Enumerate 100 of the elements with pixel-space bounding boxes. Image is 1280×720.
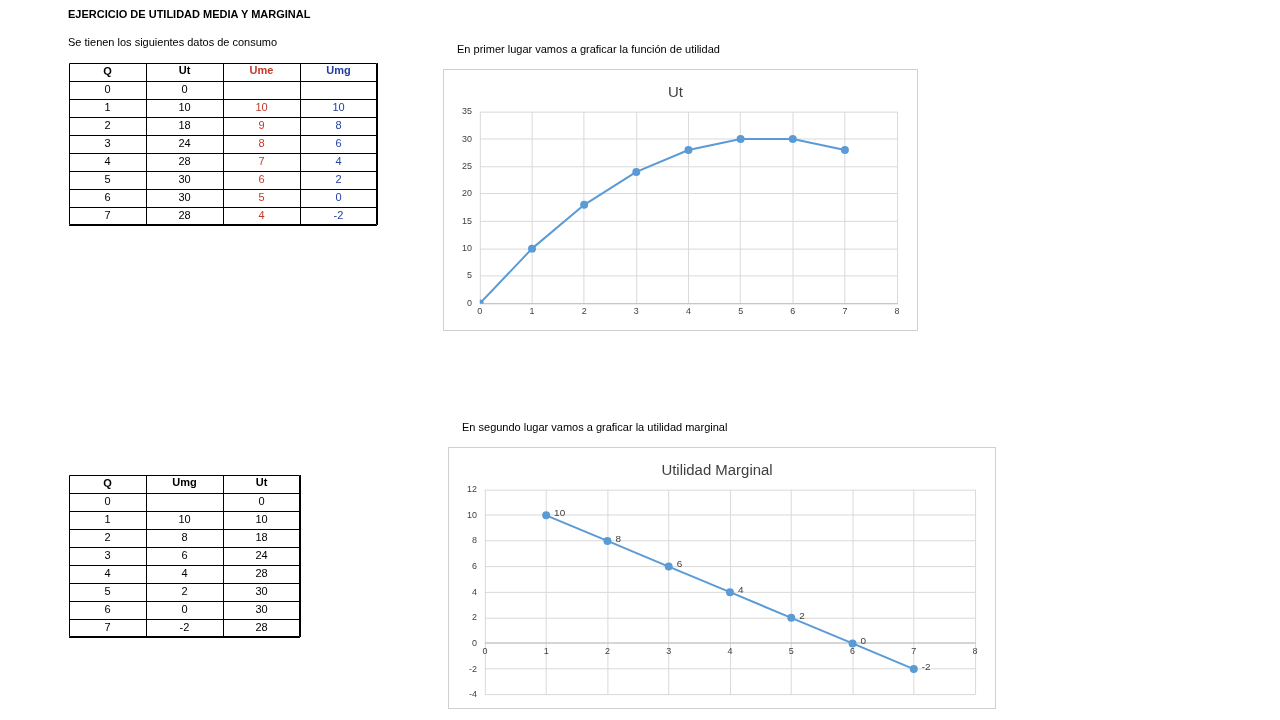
data-label: 4: [737, 583, 744, 595]
data-label: 6: [258, 173, 265, 186]
x-tick-label: Ume: [249, 64, 274, 77]
y-tick-label: 5: [466, 270, 472, 281]
x-tick-label: 3: [666, 646, 672, 657]
y-tick-label: 2: [471, 612, 477, 623]
data-label: 4: [258, 209, 265, 222]
point: [528, 244, 536, 253]
y-tick-label: 0: [466, 297, 472, 308]
y-tick-label: 1: [104, 101, 111, 114]
y-tick-label: 7: [104, 621, 111, 634]
y-tick-label: 5: [104, 173, 111, 186]
point: [542, 511, 551, 520]
data-label: 4: [181, 567, 188, 580]
y-tick-label: 6: [104, 603, 111, 616]
data-label: 8: [615, 532, 622, 544]
data-label: 0: [181, 83, 188, 96]
y-tick-label: 4: [104, 567, 111, 580]
x-tick-label: Ut: [178, 64, 191, 77]
data-label: 30: [178, 191, 191, 204]
y-tick-label: 6: [104, 191, 111, 204]
data-label: 10: [554, 507, 566, 519]
chart-subtitle: En primer lugar vamos a graficar la función de utilidad: [457, 43, 721, 55]
point: [684, 146, 693, 154]
chart-title: Ut: [668, 83, 684, 100]
y-tick-label: 4: [471, 586, 477, 597]
y-tick-label: 2: [104, 531, 111, 544]
point: [632, 167, 641, 176]
data-label: 10: [255, 513, 268, 526]
point: [580, 200, 589, 209]
data-label: 5: [258, 191, 265, 204]
x-tick-label: 3: [633, 306, 639, 317]
data-label: 0: [181, 603, 188, 616]
y-tick-label: 10: [461, 243, 472, 254]
data-label: 28: [178, 155, 191, 168]
data-label: 2: [799, 609, 806, 621]
point: [603, 536, 612, 545]
data-label: 10: [178, 513, 191, 526]
point: [909, 665, 918, 674]
data-label: 8: [181, 531, 188, 544]
x-tick-label: 0: [482, 646, 488, 657]
y-tick-label: 7: [104, 209, 111, 222]
y-tick-label: 0: [104, 83, 111, 96]
y-tick-label: 1: [104, 513, 111, 526]
data-label: 2: [335, 173, 342, 186]
y-tick-label: 12: [466, 484, 477, 495]
y-tick-label: -2: [468, 663, 477, 674]
x-tick-label: 7: [911, 646, 917, 657]
data-label: 28: [255, 621, 268, 634]
y-tick-label: 10: [466, 509, 477, 520]
y-tick-label: 15: [461, 215, 472, 226]
data-label: 6: [676, 558, 683, 570]
y-tick-label: 6: [471, 561, 477, 572]
x-tick-label: 2: [581, 306, 587, 317]
x-tick-label: 8: [894, 306, 900, 317]
data-label: 6: [181, 549, 188, 562]
y-tick-label: 0: [104, 495, 111, 508]
data-label: 10: [332, 101, 345, 114]
x-tick-label: 2: [604, 646, 610, 657]
x-tick-label: 4: [685, 306, 691, 317]
y-tick-label: 0: [471, 637, 477, 648]
point: [787, 613, 796, 622]
x-tick-label: 7: [842, 306, 848, 317]
y-tick-label: 35: [461, 106, 472, 117]
y-axis-title: Q: [103, 65, 113, 78]
y-tick-label: 4: [104, 155, 111, 168]
x-tick-label: 1: [543, 646, 549, 657]
data-label: 18: [178, 119, 191, 132]
data-label: 4: [335, 155, 342, 168]
x-tick-label: 6: [850, 646, 856, 657]
data-label: 8: [335, 119, 342, 132]
data-label: 10: [178, 101, 191, 114]
data-label: -2: [921, 660, 932, 672]
data-label: 7: [258, 155, 265, 168]
data-label: 10: [255, 101, 268, 114]
y-tick-label: 8: [471, 535, 477, 546]
data-label: 8: [258, 137, 265, 150]
data-label: 9: [258, 119, 265, 132]
y-tick-label: 30: [461, 133, 472, 144]
chart-title: Utilidad Marginal: [661, 461, 773, 478]
x-tick-label: 4: [727, 646, 733, 657]
y-tick-label: 5: [104, 585, 111, 598]
y-tick-label: 25: [461, 160, 472, 171]
point: [788, 135, 797, 144]
chart-title: EJERCICIO DE UTILIDAD MEDIA Y MARGINAL: [68, 8, 312, 20]
x-tick-label: 5: [738, 306, 744, 317]
data-label: 24: [255, 549, 268, 562]
data-label: 0: [860, 635, 867, 647]
point: [664, 562, 673, 571]
data-label: 2: [181, 585, 188, 598]
data-label: 30: [178, 173, 191, 186]
y-tick-label: 3: [104, 137, 111, 150]
y-axis-title: Q: [103, 477, 113, 490]
x-tick-label: 5: [788, 646, 794, 657]
data-label: 28: [178, 209, 191, 222]
data-label: 0: [258, 495, 265, 508]
y-tick-label: 2: [104, 119, 111, 132]
data-label: 30: [255, 585, 268, 598]
data-label: 6: [335, 137, 342, 150]
x-tick-label: 1: [529, 306, 535, 317]
